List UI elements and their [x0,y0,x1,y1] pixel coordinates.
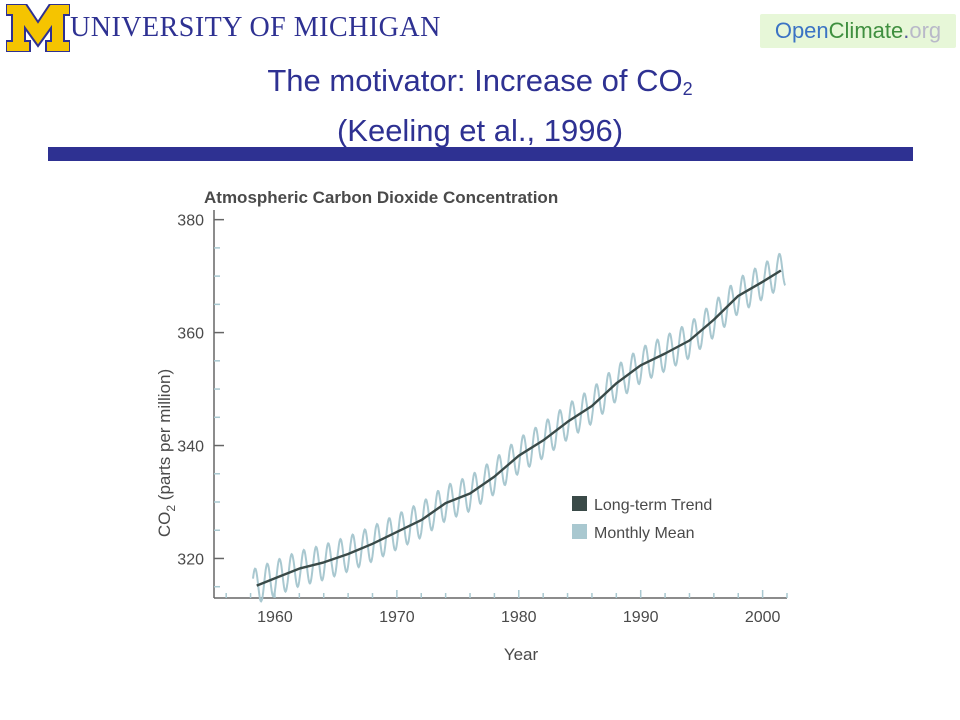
block-m-logo-icon [6,4,70,52]
x-tick-label: 1970 [379,609,415,626]
y-axis-label: CO2 (parts per million) [155,369,178,537]
series-monthly-mean-line [252,252,787,603]
x-axis-label: Year [504,645,539,664]
y-axis-label-suffix: (parts per million) [155,369,174,505]
series-long-term-trend-line [256,269,782,587]
title-line-1-text: The motivator: Increase of CO [267,63,683,98]
y-axis-label-prefix: CO [155,512,174,538]
y-tick-label: 360 [177,326,204,343]
y-tick-label: 380 [177,213,204,230]
title-line-1: The motivator: Increase of CO2 [0,60,960,110]
badge-org: org [909,18,942,43]
co2-chart: Atmospheric Carbon Dioxide Concentration… [155,188,788,664]
title-line-2: (Keeling et al., 1996) [336,113,624,148]
x-tick-label: 1960 [257,609,293,626]
badge-climate: Climate [828,18,904,43]
openclimate-badge: OpenClimate.org [760,14,956,48]
slide-title: The motivator: Increase of CO2 (Keeling … [0,60,960,152]
badge-dot: . [903,18,910,43]
legend-label: Monthly Mean [594,525,695,542]
title-line-1-subscript: 2 [682,79,693,99]
legend-swatch [572,524,587,539]
title-divider-bar [48,147,913,161]
chart-series [252,252,787,603]
chart-title: Atmospheric Carbon Dioxide Concentration [204,188,558,207]
x-tick-label: 1980 [501,609,537,626]
chart-legend: Long-term Trend Monthly Mean [572,496,712,542]
chart-axes: 320 340 360 380 1960 1970 1980 1990 2000 [177,210,788,626]
x-tick-label: 2000 [745,609,781,626]
y-tick-label: 340 [177,439,204,456]
university-name: UNIVERSITY OF MICHIGAN [70,12,441,43]
x-tick-label: 1990 [623,609,659,626]
legend-label: Long-term Trend [594,497,712,514]
badge-open: Open [774,18,829,43]
legend-swatch [572,496,587,511]
y-tick-label: 320 [177,551,204,568]
y-axis-label-subscript: 2 [164,505,178,512]
university-of-michigan-logo: UNIVERSITY OF MICHIGAN [6,2,440,54]
